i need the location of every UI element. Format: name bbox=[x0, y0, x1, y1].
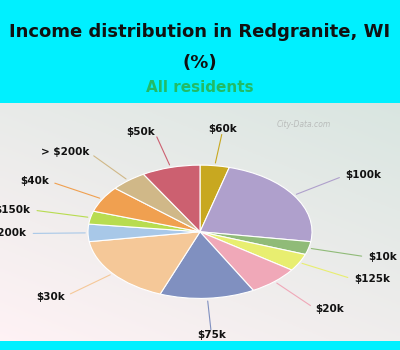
Text: $150k: $150k bbox=[0, 205, 30, 215]
Wedge shape bbox=[89, 232, 200, 294]
Text: Income distribution in Redgranite, WI: Income distribution in Redgranite, WI bbox=[10, 23, 390, 41]
Wedge shape bbox=[94, 188, 200, 232]
Wedge shape bbox=[200, 167, 312, 241]
Wedge shape bbox=[89, 211, 200, 232]
Wedge shape bbox=[115, 174, 200, 232]
Text: $125k: $125k bbox=[354, 274, 390, 285]
Wedge shape bbox=[200, 232, 311, 254]
Text: > $200k: > $200k bbox=[40, 147, 89, 158]
Wedge shape bbox=[160, 232, 253, 299]
Text: $30k: $30k bbox=[36, 292, 65, 302]
Text: $50k: $50k bbox=[126, 127, 155, 137]
Wedge shape bbox=[200, 232, 305, 270]
Text: $40k: $40k bbox=[20, 176, 49, 186]
Text: $100k: $100k bbox=[345, 170, 381, 180]
Text: $20k: $20k bbox=[316, 304, 344, 314]
Text: All residents: All residents bbox=[146, 80, 254, 95]
Text: City-Data.com: City-Data.com bbox=[277, 120, 331, 129]
Wedge shape bbox=[88, 224, 200, 241]
Text: $60k: $60k bbox=[208, 124, 237, 134]
Wedge shape bbox=[200, 165, 229, 232]
Wedge shape bbox=[200, 232, 292, 290]
Text: (%): (%) bbox=[183, 54, 217, 72]
Text: $200k: $200k bbox=[0, 229, 26, 238]
Text: $75k: $75k bbox=[197, 330, 226, 340]
Wedge shape bbox=[144, 165, 200, 232]
Text: $10k: $10k bbox=[368, 252, 397, 262]
